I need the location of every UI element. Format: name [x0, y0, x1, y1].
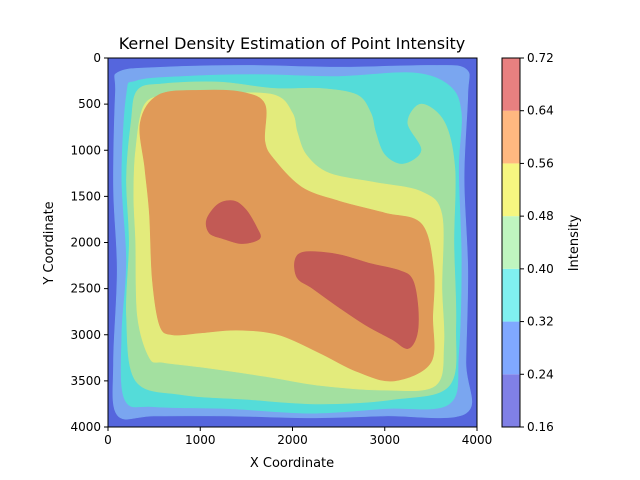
- y-tick-label: 2000: [70, 236, 101, 250]
- x-tick-label: 1000: [185, 433, 216, 447]
- colorbar-tick-label: 0.32: [527, 315, 554, 329]
- colorbar-tick-label: 0.48: [527, 209, 554, 223]
- colorbar-tick-label: 0.24: [527, 367, 554, 381]
- colorbar-tick-label: 0.64: [527, 104, 554, 118]
- x-tick-label: 3000: [369, 433, 400, 447]
- y-tick-label: 3000: [70, 328, 101, 342]
- y-axis-label: Y Coordinate: [42, 201, 57, 285]
- colorbar-segment: [502, 216, 520, 269]
- plot-area: [108, 58, 477, 427]
- colorbar-tick-label: 0.56: [527, 156, 554, 170]
- y-axis: 0 500 1000 1500 2000 2500 3000 3500 4000: [70, 51, 108, 434]
- y-tick-label: 2500: [70, 282, 101, 296]
- y-tick-label: 1500: [70, 189, 101, 203]
- y-tick-label: 4000: [70, 420, 101, 434]
- colorbar-tick-label: 0.16: [527, 420, 554, 434]
- colorbar-tick-label: 0.40: [527, 262, 554, 276]
- contour-level-7: [294, 251, 419, 349]
- colorbar-frame: [501, 57, 521, 428]
- contour-level-6: [205, 200, 261, 244]
- colorbar-segment: [502, 374, 520, 427]
- colorbar-label: Intensity: [567, 214, 582, 271]
- colorbar-segment: [502, 58, 520, 111]
- x-tick-label: 0: [104, 433, 112, 447]
- colorbar-segment: [502, 110, 520, 164]
- x-tick-label: 4000: [462, 433, 493, 447]
- colorbar: 0.16 0.24 0.32 0.40 0.48 0.56 0.64 0.72: [501, 51, 554, 434]
- colorbar-segment: [502, 268, 520, 322]
- x-axis-label: X Coordinate: [250, 456, 334, 471]
- y-tick-label: 1000: [70, 143, 101, 157]
- chart-title: Kernel Density Estimation of Point Inten…: [119, 34, 466, 53]
- colorbar-segment: [502, 163, 520, 217]
- y-tick-label: 500: [78, 97, 101, 111]
- y-tick-label: 3500: [70, 374, 101, 388]
- x-axis: 0 1000 2000 3000 4000: [104, 427, 492, 447]
- x-tick-label: 2000: [277, 433, 308, 447]
- colorbar-tick-label: 0.72: [527, 51, 554, 65]
- colorbar-segment: [502, 321, 520, 375]
- y-tick-label: 0: [93, 51, 101, 65]
